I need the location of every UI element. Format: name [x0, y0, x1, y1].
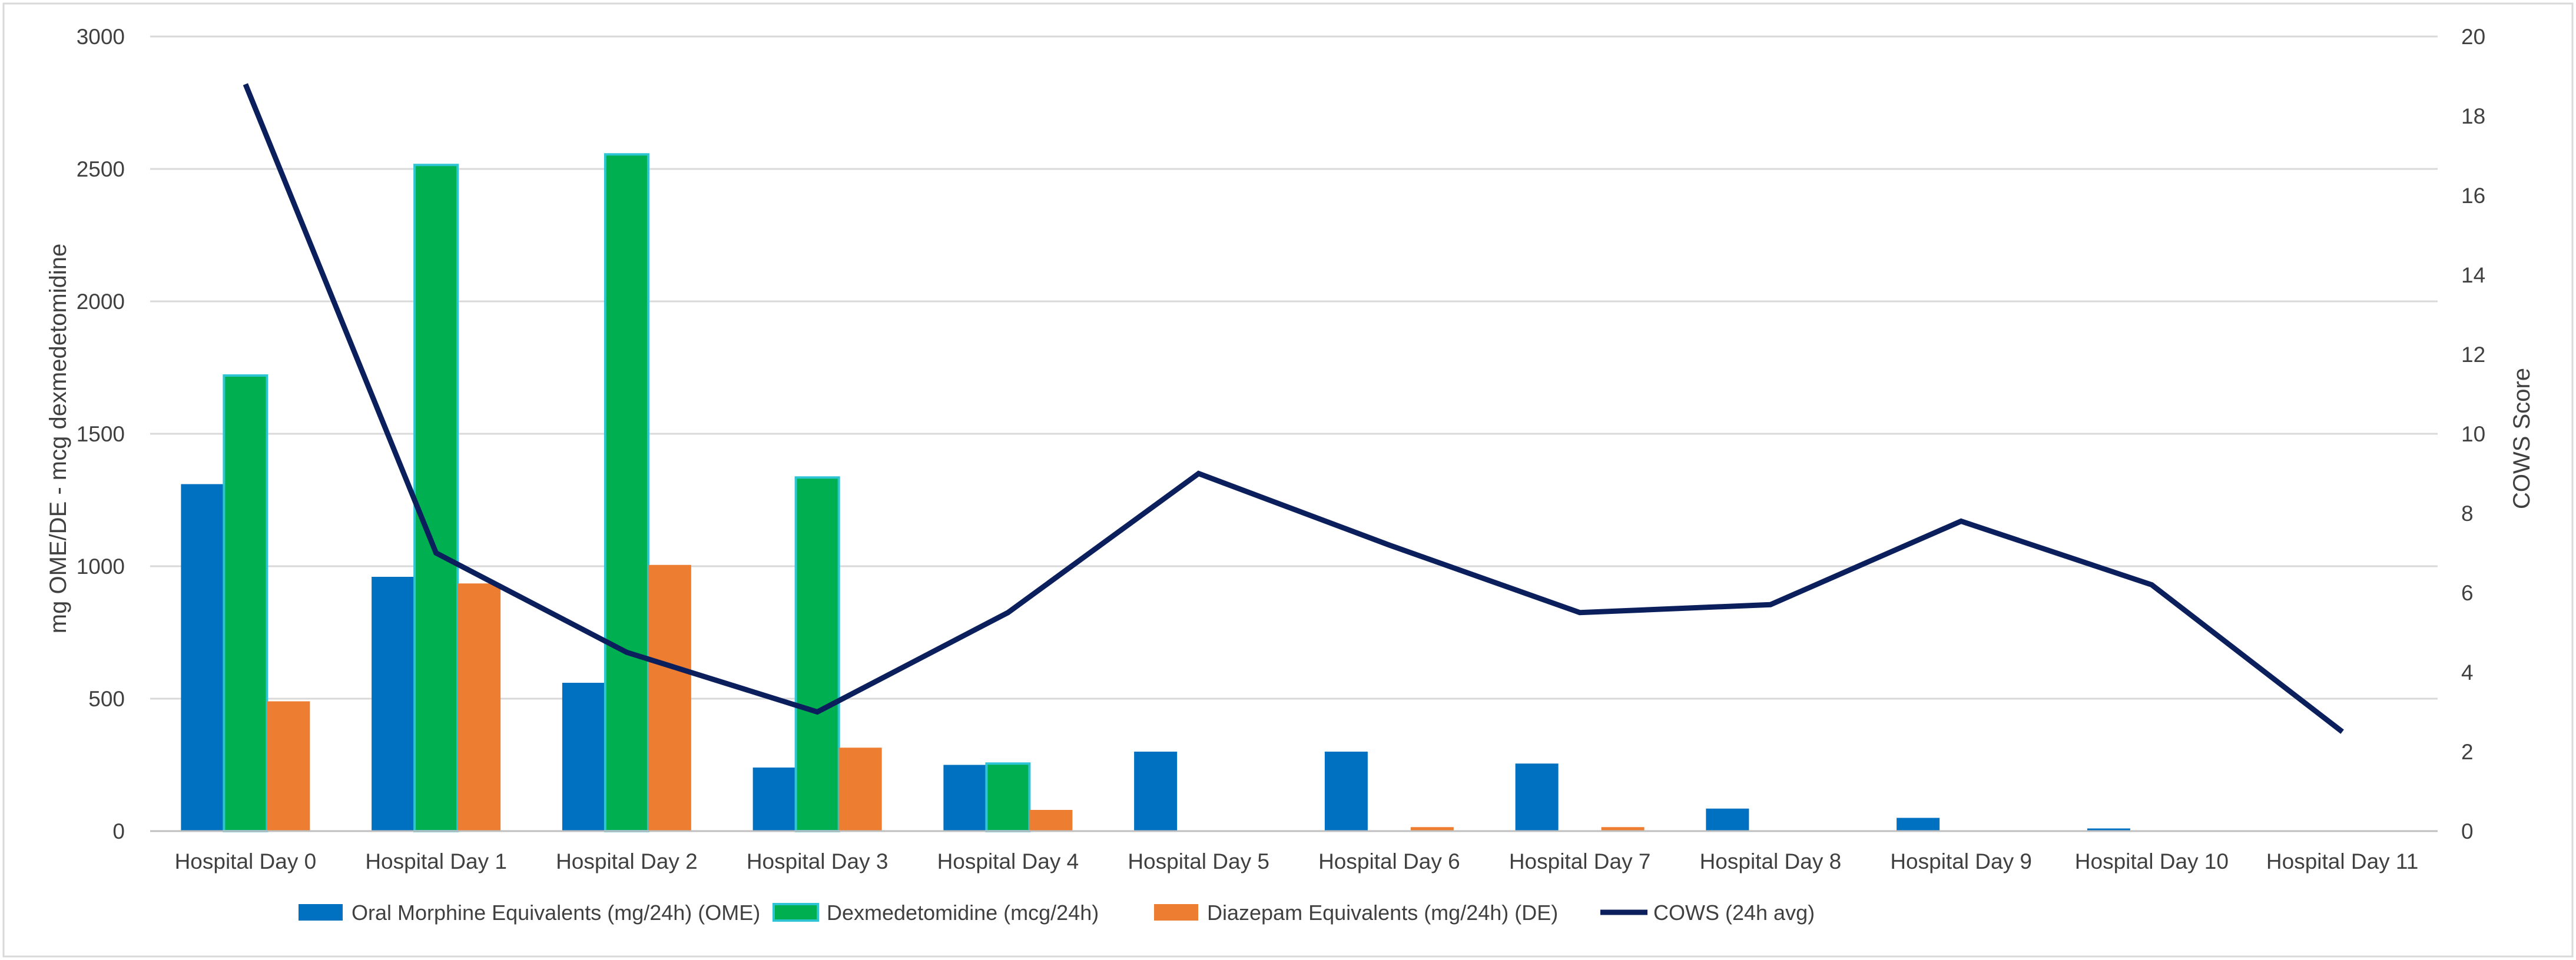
x-tick-label: Hospital Day 0 [175, 849, 317, 873]
cows-line [243, 83, 2344, 734]
y2-tick-label: 10 [2461, 422, 2485, 446]
bar [1324, 752, 1368, 831]
bar [562, 683, 605, 831]
y-tick-label: 2500 [77, 157, 125, 181]
bar [1706, 808, 1749, 831]
bar [372, 577, 415, 831]
bar [181, 484, 224, 831]
bar [1134, 752, 1178, 831]
y2-tick-label: 14 [2461, 263, 2485, 287]
bar [413, 164, 459, 832]
y2-axis-title: COWS Score [2509, 368, 2535, 509]
legend-swatch [299, 904, 343, 921]
y-axis-title: mg OME/DE - mcg dexmedetomidine [45, 244, 71, 633]
x-tick-label: Hospital Day 1 [365, 849, 507, 873]
bar [604, 153, 649, 832]
left-axis-ticks: 0 500 1000 1500 2000 2500 3000 [77, 25, 125, 843]
y2-tick-label: 6 [2461, 581, 2474, 605]
x-tick-label: Hospital Day 9 [1890, 849, 2032, 873]
bar-series [181, 153, 2130, 832]
x-axis-ticks: Hospital Day 0 Hospital Day 1 Hospital Day… [175, 849, 2419, 873]
bar [1897, 818, 1940, 831]
y2-tick-label: 18 [2461, 104, 2485, 128]
x-tick-label: Hospital Day 2 [556, 849, 698, 873]
x-tick-label: Hospital Day 7 [1509, 849, 1651, 873]
legend-label: COWS (24h avg) [1653, 901, 1815, 925]
x-tick-label: Hospital Day 10 [2075, 849, 2229, 873]
bar [457, 583, 501, 831]
right-axis-ticks: 0 2 4 6 8 10 12 14 16 18 20 [2461, 25, 2485, 843]
bar [943, 765, 987, 831]
legend: Oral Morphine Equivalents (mg/24h) (OME)… [299, 901, 1815, 925]
y-tick-label: 1000 [77, 554, 125, 579]
y2-tick-label: 4 [2461, 660, 2474, 685]
legend-swatch [1154, 904, 1198, 921]
y2-tick-label: 20 [2461, 25, 2485, 49]
y2-tick-label: 0 [2461, 819, 2474, 843]
bar [648, 564, 691, 831]
y-tick-label: 500 [88, 687, 125, 711]
y-tick-label: 1500 [77, 422, 125, 446]
bar [794, 476, 840, 832]
x-tick-label: Hospital Day 4 [937, 849, 1079, 873]
x-tick-label: Hospital Day 6 [1318, 849, 1460, 873]
bar [1410, 827, 1454, 831]
bar [1029, 810, 1073, 831]
y-tick-label: 2000 [77, 290, 125, 314]
bar [985, 762, 1031, 832]
x-tick-label: Hospital Day 5 [1128, 849, 1269, 873]
y-tick-label: 0 [112, 819, 125, 843]
legend-label: Dexmedetomidine (mcg/24h) [827, 901, 1099, 925]
line-series [243, 83, 2344, 734]
legend-label: Oral Morphine Equivalents (mg/24h) (OME) [352, 901, 760, 925]
x-tick-label: Hospital Day 11 [2266, 849, 2418, 873]
x-tick-label: Hospital Day 8 [1700, 849, 1842, 873]
legend-swatch [773, 903, 819, 922]
bar [267, 701, 310, 831]
legend-label: Diazepam Equivalents (mg/24h) (DE) [1207, 901, 1558, 925]
y-tick-label: 3000 [77, 25, 125, 49]
y2-tick-label: 8 [2461, 501, 2474, 526]
bar [2087, 828, 2130, 831]
y2-tick-label: 12 [2461, 343, 2485, 367]
y2-tick-label: 16 [2461, 184, 2485, 208]
bar [223, 374, 268, 832]
gridlines [150, 35, 2438, 700]
y2-tick-label: 2 [2461, 740, 2474, 764]
bar [1515, 763, 1559, 831]
bar [1601, 827, 1645, 831]
bar [838, 748, 882, 831]
x-tick-label: Hospital Day 3 [747, 849, 888, 873]
bar [752, 768, 796, 831]
